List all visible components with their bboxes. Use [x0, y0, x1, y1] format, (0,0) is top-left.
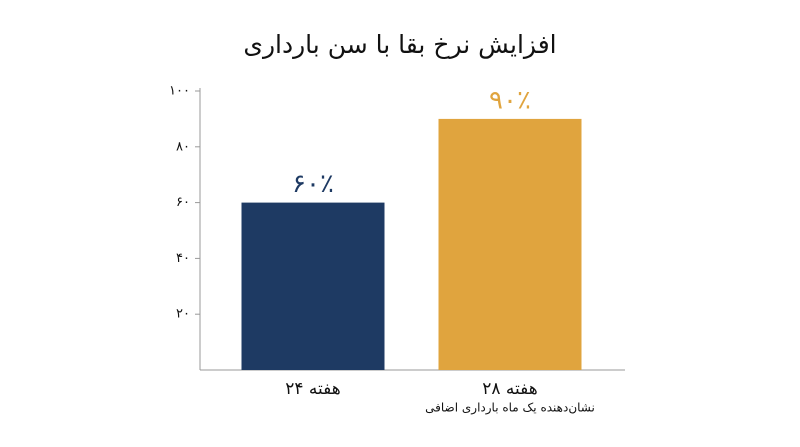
y-tick-label: ۱۰۰ — [169, 84, 190, 99]
category-note: نشان‌دهنده یک ماه بارداری اضافی — [425, 401, 595, 416]
value-label: ۹۰٪ — [489, 85, 531, 115]
y-tick-label: ۶۰ — [176, 195, 190, 210]
x-tick-label: ۲۸ هفته — [482, 379, 537, 399]
bar — [438, 118, 582, 371]
x-tick-label: ۲۴ هفته — [285, 379, 340, 399]
y-tick-label: ۴۰ — [176, 251, 190, 266]
value-label: ۶۰٪ — [292, 169, 334, 199]
y-tick-label: ۲۰ — [176, 307, 190, 322]
chart-title: افزایش نرخ بقا با سن بارداری — [243, 30, 556, 59]
y-tick-label: ۸۰ — [176, 139, 190, 154]
bar — [241, 202, 385, 370]
